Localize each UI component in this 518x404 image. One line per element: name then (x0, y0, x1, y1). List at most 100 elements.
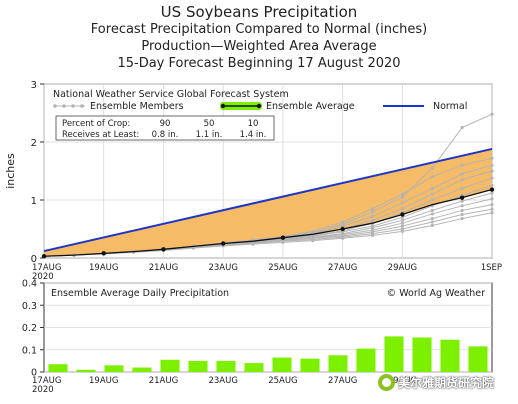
ensemble-member-point (370, 233, 375, 237)
wechat-logo-icon (378, 374, 395, 391)
legend-average-label: Ensemble Average (266, 101, 355, 112)
ensemble-member-point (430, 212, 434, 216)
ensemble-member-point (430, 223, 434, 228)
normal-line (43, 147, 493, 253)
precip-bar (384, 336, 404, 372)
ensemble-member-point (400, 227, 404, 231)
ensemble-member-point (460, 199, 464, 203)
y-tick-label: 3 (31, 80, 37, 91)
y-tick-label: 0.3 (22, 301, 37, 312)
chart-title: US Soybeans Precipitation (160, 3, 358, 21)
ensemble-member-point (430, 198, 434, 202)
ensemble-member-point (341, 236, 345, 240)
x-tick-label: 17AUG (32, 263, 61, 273)
y-tick-label: 0.4 (22, 279, 37, 290)
x-tick-label: 29AUG (388, 263, 417, 273)
ensemble-member-point (400, 192, 404, 196)
x-tick-label: 27AUG (328, 263, 357, 273)
ensemble-member-point (400, 224, 404, 228)
ensemble-member-point (370, 218, 375, 222)
legend-heading: National Weather Service Global Forecast… (53, 89, 289, 100)
deficit-area (44, 148, 492, 257)
ensemble-member-point (490, 163, 494, 167)
legend-members-point (53, 104, 57, 108)
ensemble-member-point (251, 242, 255, 246)
ensemble-member-point (490, 112, 494, 116)
precip-bar (216, 360, 236, 372)
ensemble-member-point (281, 240, 285, 244)
y-axis-label: inches (4, 153, 17, 189)
ensemble-member-point (460, 204, 464, 208)
x-tick-label: 21AUG (149, 263, 178, 273)
precip-bar (188, 360, 208, 372)
ensemble-member-point (460, 208, 464, 213)
ensemble-member-point (400, 201, 404, 205)
x-tick-label: 19AUG (89, 376, 118, 386)
ensemble-member-point (490, 156, 494, 160)
legend-average-point (256, 103, 262, 109)
ensemble-average-point (489, 187, 495, 192)
ensemble-member-point (400, 229, 404, 233)
y-tick-label: 1 (31, 196, 37, 207)
ensemble-member-point (400, 195, 404, 199)
ensemble-member-point (430, 175, 434, 179)
precip-bar (48, 364, 68, 372)
legend-members-label: Ensemble Members (90, 101, 184, 112)
ensemble-member-point (460, 186, 464, 190)
ensemble-member-point (460, 163, 464, 167)
ensemble-member-point (341, 220, 345, 224)
precip-bar (132, 367, 152, 372)
ensemble-member-point (370, 214, 375, 218)
x-tick-label: 19AUG (89, 263, 118, 273)
y-tick-label: 0.1 (22, 345, 37, 356)
x-tick-label: 27AUG (328, 376, 357, 386)
precip-bar (412, 337, 432, 372)
y-tick-label: 0.2 (22, 323, 37, 334)
precip-bar (440, 339, 460, 372)
y-tick-label: 2 (31, 138, 37, 149)
crop-row1-value: 10 (248, 119, 259, 129)
legend-members-point (62, 104, 66, 108)
ensemble-average-line (43, 188, 493, 257)
bottom-chart-credit: © World Ag Weather (387, 288, 485, 299)
x-tick-label: 21AUG (149, 376, 178, 386)
crop-table-box (55, 115, 275, 141)
x-tick-label: 17AUG (32, 376, 61, 386)
x-year-label: 2020 (32, 385, 54, 395)
legend-normal-label: Normal (433, 101, 467, 112)
ensemble-member-point (400, 221, 404, 225)
ensemble-member-point (400, 215, 404, 219)
ensemble-member-point (430, 166, 434, 170)
ensemble-member-point (490, 207, 494, 211)
ensemble-member-point (370, 226, 375, 230)
ensemble-member-point (370, 207, 375, 211)
crop-row2-value: 1.4 in. (240, 130, 267, 140)
ensemble-member-point (490, 197, 494, 201)
ensemble-member-point (490, 203, 494, 207)
crop-row1-value: 50 (204, 119, 215, 129)
ensemble-member-point (191, 246, 195, 250)
legend-average-point (220, 103, 226, 109)
x-tick-label: 1SEP (481, 263, 502, 273)
ensemble-member-point (341, 224, 345, 228)
chart-subtitle-3: 15-Day Forecast Beginning 17 August 2020 (117, 56, 401, 71)
x-tick-label: 29AUG (388, 376, 417, 386)
precip-bar (160, 359, 180, 372)
y-tick-label: 0 (31, 254, 37, 265)
watermark: 美尔雅期货研究院 (378, 371, 516, 393)
crop-row1-value: 90 (160, 119, 171, 129)
ensemble-member-point (430, 216, 434, 221)
ensemble-member-point (460, 178, 464, 182)
x-tick-label: 25AUG (268, 263, 297, 273)
precip-bar (76, 369, 96, 372)
chart-titles: US Soybeans Precipitation Forecast Preci… (0, 4, 518, 72)
x-tick-label: 25AUG (268, 376, 297, 386)
legend-members-point (71, 104, 75, 108)
ensemble-average-point (280, 235, 286, 240)
ensemble-member-point (490, 169, 494, 173)
legend-members-point (80, 104, 84, 108)
watermark-text: 美尔雅期货研究院 (398, 376, 495, 390)
ensemble-average-point (41, 254, 47, 259)
ensemble-average-point (459, 195, 465, 200)
x-tick-label: 23AUG (208, 376, 237, 386)
